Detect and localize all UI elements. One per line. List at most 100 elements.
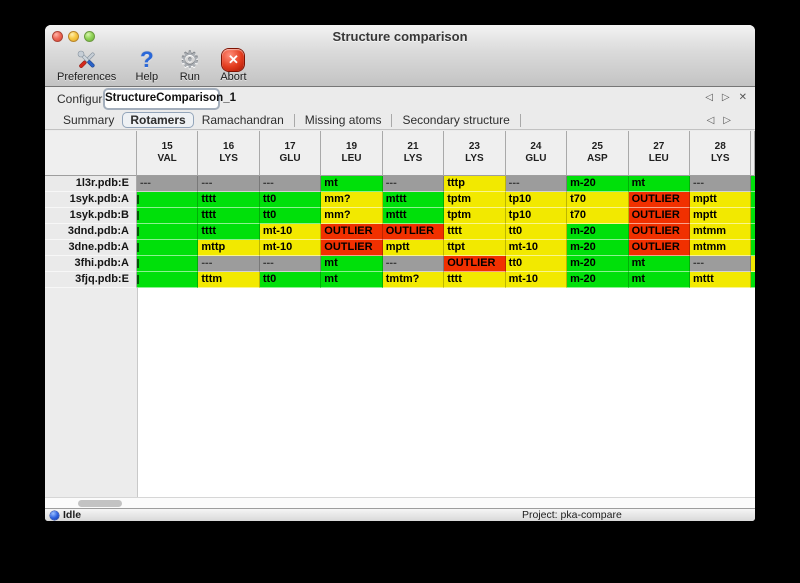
- rotamer-cell[interactable]: t70: [567, 192, 629, 208]
- column-header: 21 LYS: [382, 131, 445, 176]
- close-window-button[interactable]: [52, 31, 63, 42]
- minimize-window-button[interactable]: [68, 31, 79, 42]
- title-bar[interactable]: Structure comparison: [45, 25, 755, 47]
- abort-button[interactable]: Abort: [216, 47, 250, 83]
- rotamer-cell[interactable]: m-20: [567, 240, 629, 256]
- rotamer-cell[interactable]: OUTLIER: [321, 224, 383, 240]
- rotamer-cell[interactable]: mptt: [382, 240, 445, 256]
- rotamer-cell[interactable]: mt: [321, 272, 383, 288]
- rotamer-cell[interactable]: tttt: [444, 272, 506, 288]
- rotamer-cell[interactable]: tt0: [505, 224, 568, 240]
- rotamer-cell[interactable]: ---: [690, 176, 752, 192]
- rotamer-cell[interactable]: OUTLIER: [628, 240, 691, 256]
- prev-configuration-button[interactable]: ◁: [705, 92, 713, 103]
- rotamer-cell[interactable]: mttp: [198, 240, 260, 256]
- prev-tab-button[interactable]: ◁: [706, 115, 715, 126]
- rotamer-cell[interactable]: tt0: [505, 256, 568, 272]
- rotamer-cell[interactable]: ttpt: [444, 240, 506, 256]
- rotamer-cell[interactable]: m-20: [567, 272, 629, 288]
- rotamer-cell[interactable]: tmtm?: [382, 272, 445, 288]
- rotamer-cell[interactable]: m-20: [567, 224, 629, 240]
- rotamer-cell[interactable]: [136, 192, 199, 208]
- rotamer-cell[interactable]: mt-10: [505, 240, 568, 256]
- tab-secondary-structure[interactable]: Secondary structure: [402, 113, 510, 127]
- row-label[interactable]: 1syk.pdb:A: [45, 192, 137, 208]
- rotamer-cell[interactable]: mptt: [690, 208, 752, 224]
- rotamer-cell[interactable]: [136, 208, 199, 224]
- rotamer-cell[interactable]: OUTLIER: [628, 224, 691, 240]
- tab-rotamers[interactable]: Rotamers: [122, 112, 194, 128]
- rotamer-cell[interactable]: ---: [136, 176, 199, 192]
- tab-summary[interactable]: Summary: [63, 113, 115, 127]
- rotamer-cell[interactable]: [136, 272, 199, 288]
- rotamer-cell[interactable]: ---: [259, 176, 322, 192]
- rotamer-cell[interactable]: tp10: [505, 208, 568, 224]
- traffic-lights: [52, 31, 95, 42]
- row-label[interactable]: 3fhi.pdb:A: [45, 256, 137, 272]
- rotamer-cell[interactable]: mt-10: [259, 224, 322, 240]
- rotamer-cell[interactable]: mt: [628, 176, 691, 192]
- rotamer-cell[interactable]: tttt: [198, 208, 260, 224]
- rotamer-cell[interactable]: tt0: [259, 192, 322, 208]
- rotamer-cell[interactable]: ---: [382, 256, 445, 272]
- tab-missing-atoms[interactable]: Missing atoms: [304, 113, 382, 127]
- rotamer-cell[interactable]: ---: [198, 176, 260, 192]
- rotamer-cell[interactable]: tt0: [259, 208, 322, 224]
- horizontal-scrollbar[interactable]: [45, 497, 755, 508]
- rotamer-cell[interactable]: tttt: [198, 192, 260, 208]
- run-button[interactable]: ⚙ Run: [173, 47, 206, 83]
- rotamer-cell[interactable]: m-20: [567, 256, 629, 272]
- next-tab-button[interactable]: ▷: [723, 115, 731, 126]
- rotamer-cell[interactable]: mttt: [382, 192, 445, 208]
- rotamer-cell[interactable]: mm?: [321, 208, 383, 224]
- next-configuration-button[interactable]: ▷: [721, 92, 730, 103]
- rotamer-cell[interactable]: OUTLIER: [628, 192, 691, 208]
- tab-ramachandran[interactable]: Ramachandran: [201, 113, 284, 127]
- row-label[interactable]: 1syk.pdb:B: [45, 208, 137, 224]
- rotamer-cell[interactable]: OUTLIER: [321, 240, 383, 256]
- rotamer-cell[interactable]: OUTLIER: [628, 208, 691, 224]
- rotamer-cell[interactable]: tp10: [505, 192, 568, 208]
- rotamer-cell[interactable]: ---: [690, 256, 752, 272]
- rotamer-cell[interactable]: mtmm: [690, 240, 752, 256]
- rotamer-cell[interactable]: tttp: [444, 176, 506, 192]
- rotamer-cell[interactable]: OUTLIER: [382, 224, 445, 240]
- rotamer-cell[interactable]: mt: [321, 176, 383, 192]
- rotamer-cell[interactable]: ---: [259, 256, 322, 272]
- rotamer-cell[interactable]: t70: [567, 208, 629, 224]
- rotamer-cell[interactable]: mt-10: [505, 272, 568, 288]
- row-label[interactable]: 3dnd.pdb:A: [45, 224, 137, 240]
- rotamer-cell[interactable]: tt0: [259, 272, 322, 288]
- rotamer-cell[interactable]: [136, 256, 199, 272]
- row-label[interactable]: 3fjq.pdb:E: [45, 272, 137, 288]
- scrollbar-thumb[interactable]: [78, 500, 122, 507]
- configuration-name-field[interactable]: StructureComparison_1: [103, 88, 236, 110]
- rotamer-cell[interactable]: [136, 224, 199, 240]
- rotamer-cell[interactable]: mt: [628, 256, 691, 272]
- rotamer-cell[interactable]: mt: [628, 272, 691, 288]
- rotamer-cell[interactable]: m-20: [567, 176, 629, 192]
- row-label[interactable]: 3dne.pdb:A: [45, 240, 137, 256]
- preferences-button[interactable]: Preferences: [53, 47, 120, 83]
- zoom-window-button[interactable]: [84, 31, 95, 42]
- rotamer-cell[interactable]: OUTLIER: [444, 256, 506, 272]
- help-button[interactable]: ? Help: [130, 47, 163, 84]
- rotamer-cell[interactable]: mptt: [690, 192, 752, 208]
- rotamer-cell[interactable]: mttt: [382, 208, 445, 224]
- rotamer-cell[interactable]: mt: [321, 256, 383, 272]
- close-configuration-button[interactable]: ✕: [738, 92, 747, 103]
- rotamer-cell[interactable]: mt-10: [259, 240, 322, 256]
- rotamer-cell[interactable]: ---: [505, 176, 568, 192]
- rotamer-cell[interactable]: mttt: [690, 272, 752, 288]
- rotamer-cell[interactable]: mm?: [321, 192, 383, 208]
- rotamer-cell[interactable]: tttt: [444, 224, 506, 240]
- rotamer-cell[interactable]: ---: [382, 176, 445, 192]
- row-label[interactable]: 1l3r.pdb:E: [45, 176, 137, 192]
- rotamer-cell[interactable]: mtmm: [690, 224, 752, 240]
- rotamer-cell[interactable]: tptm: [444, 192, 506, 208]
- rotamer-cell[interactable]: tttm: [198, 272, 260, 288]
- rotamer-cell[interactable]: tptm: [444, 208, 506, 224]
- rotamer-cell[interactable]: [136, 240, 199, 256]
- rotamer-cell[interactable]: tttt: [198, 224, 260, 240]
- rotamer-cell[interactable]: ---: [198, 256, 260, 272]
